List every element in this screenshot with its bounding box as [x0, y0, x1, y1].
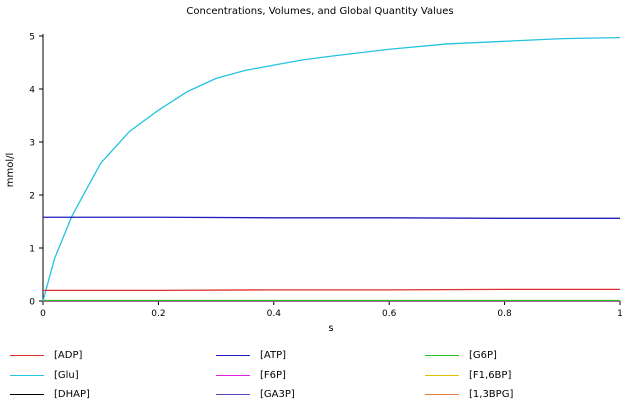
legend-item: [ATP]: [216, 346, 286, 364]
legend-label: [ADP]: [54, 349, 83, 361]
legend-label: [DHAP]: [54, 388, 90, 400]
legend-swatch: [425, 393, 459, 395]
x-axis: 0 0.2 0.4 0.6 0.8 1: [40, 301, 623, 319]
legend-label: [ATP]: [260, 349, 287, 361]
x-tick-label: 0.8: [497, 309, 512, 319]
y-axis: 0 1 2 3 4 5: [29, 33, 43, 308]
legend-label: [Glu]: [54, 369, 79, 381]
y-tick-label: 4: [29, 86, 35, 96]
y-axis-label: mmol/l: [5, 153, 16, 188]
series-line-glu: [42, 36, 621, 302]
legend-label: [GA3P]: [260, 388, 295, 400]
series-lines: [42, 36, 621, 302]
x-tick-label: 0.2: [151, 309, 165, 319]
legend-item: [F1,6BP]: [425, 366, 511, 384]
y-tick-label: 1: [29, 245, 35, 255]
legend-swatch: [216, 374, 250, 376]
legend-label: [F6P]: [260, 369, 286, 381]
legend-swatch: [425, 354, 459, 356]
legend-label: [G6P]: [469, 349, 497, 361]
y-tick-label: 2: [29, 192, 35, 202]
series-line-atp: [43, 216, 620, 219]
x-tick-label: 0.6: [382, 309, 397, 319]
legend-swatch: [10, 374, 44, 376]
legend-item: [1,3BPG]: [425, 385, 513, 403]
chart-title: Concentrations, Volumes, and Global Quan…: [186, 6, 453, 17]
x-tick-label: 1: [617, 309, 623, 319]
legend-item: [DHAP]: [10, 385, 90, 403]
x-tick-label: 0: [40, 309, 46, 319]
y-tick-label: 0: [29, 298, 35, 308]
y-tick-label: 5: [29, 33, 35, 43]
legend-item: [F6P]: [216, 366, 286, 384]
legend-label: [1,3BPG]: [469, 388, 514, 400]
legend-swatch: [10, 354, 44, 356]
legend-label: [F1,6BP]: [469, 369, 512, 381]
y-tick-label: 3: [29, 139, 35, 149]
legend-item: [ADP]: [10, 346, 82, 364]
legend: [ADP] [ATP] [G6P] [Glu] [F6P] [F1,6BP] [DHAP] […: [0, 340, 640, 414]
x-axis-label: s: [328, 323, 333, 334]
legend-item: [GA3P]: [216, 385, 295, 403]
legend-swatch: [216, 354, 250, 356]
legend-item: [G6P]: [425, 346, 497, 364]
legend-swatch: [425, 374, 459, 376]
chart: Concentrations, Volumes, and Global Quan…: [5, 6, 623, 334]
legend-swatch: [10, 393, 44, 395]
series-line-adp: [43, 288, 620, 292]
legend-swatch: [216, 393, 250, 395]
x-tick-label: 0.4: [267, 309, 282, 319]
plot-area: [42, 34, 620, 302]
legend-item: [Glu]: [10, 366, 79, 384]
